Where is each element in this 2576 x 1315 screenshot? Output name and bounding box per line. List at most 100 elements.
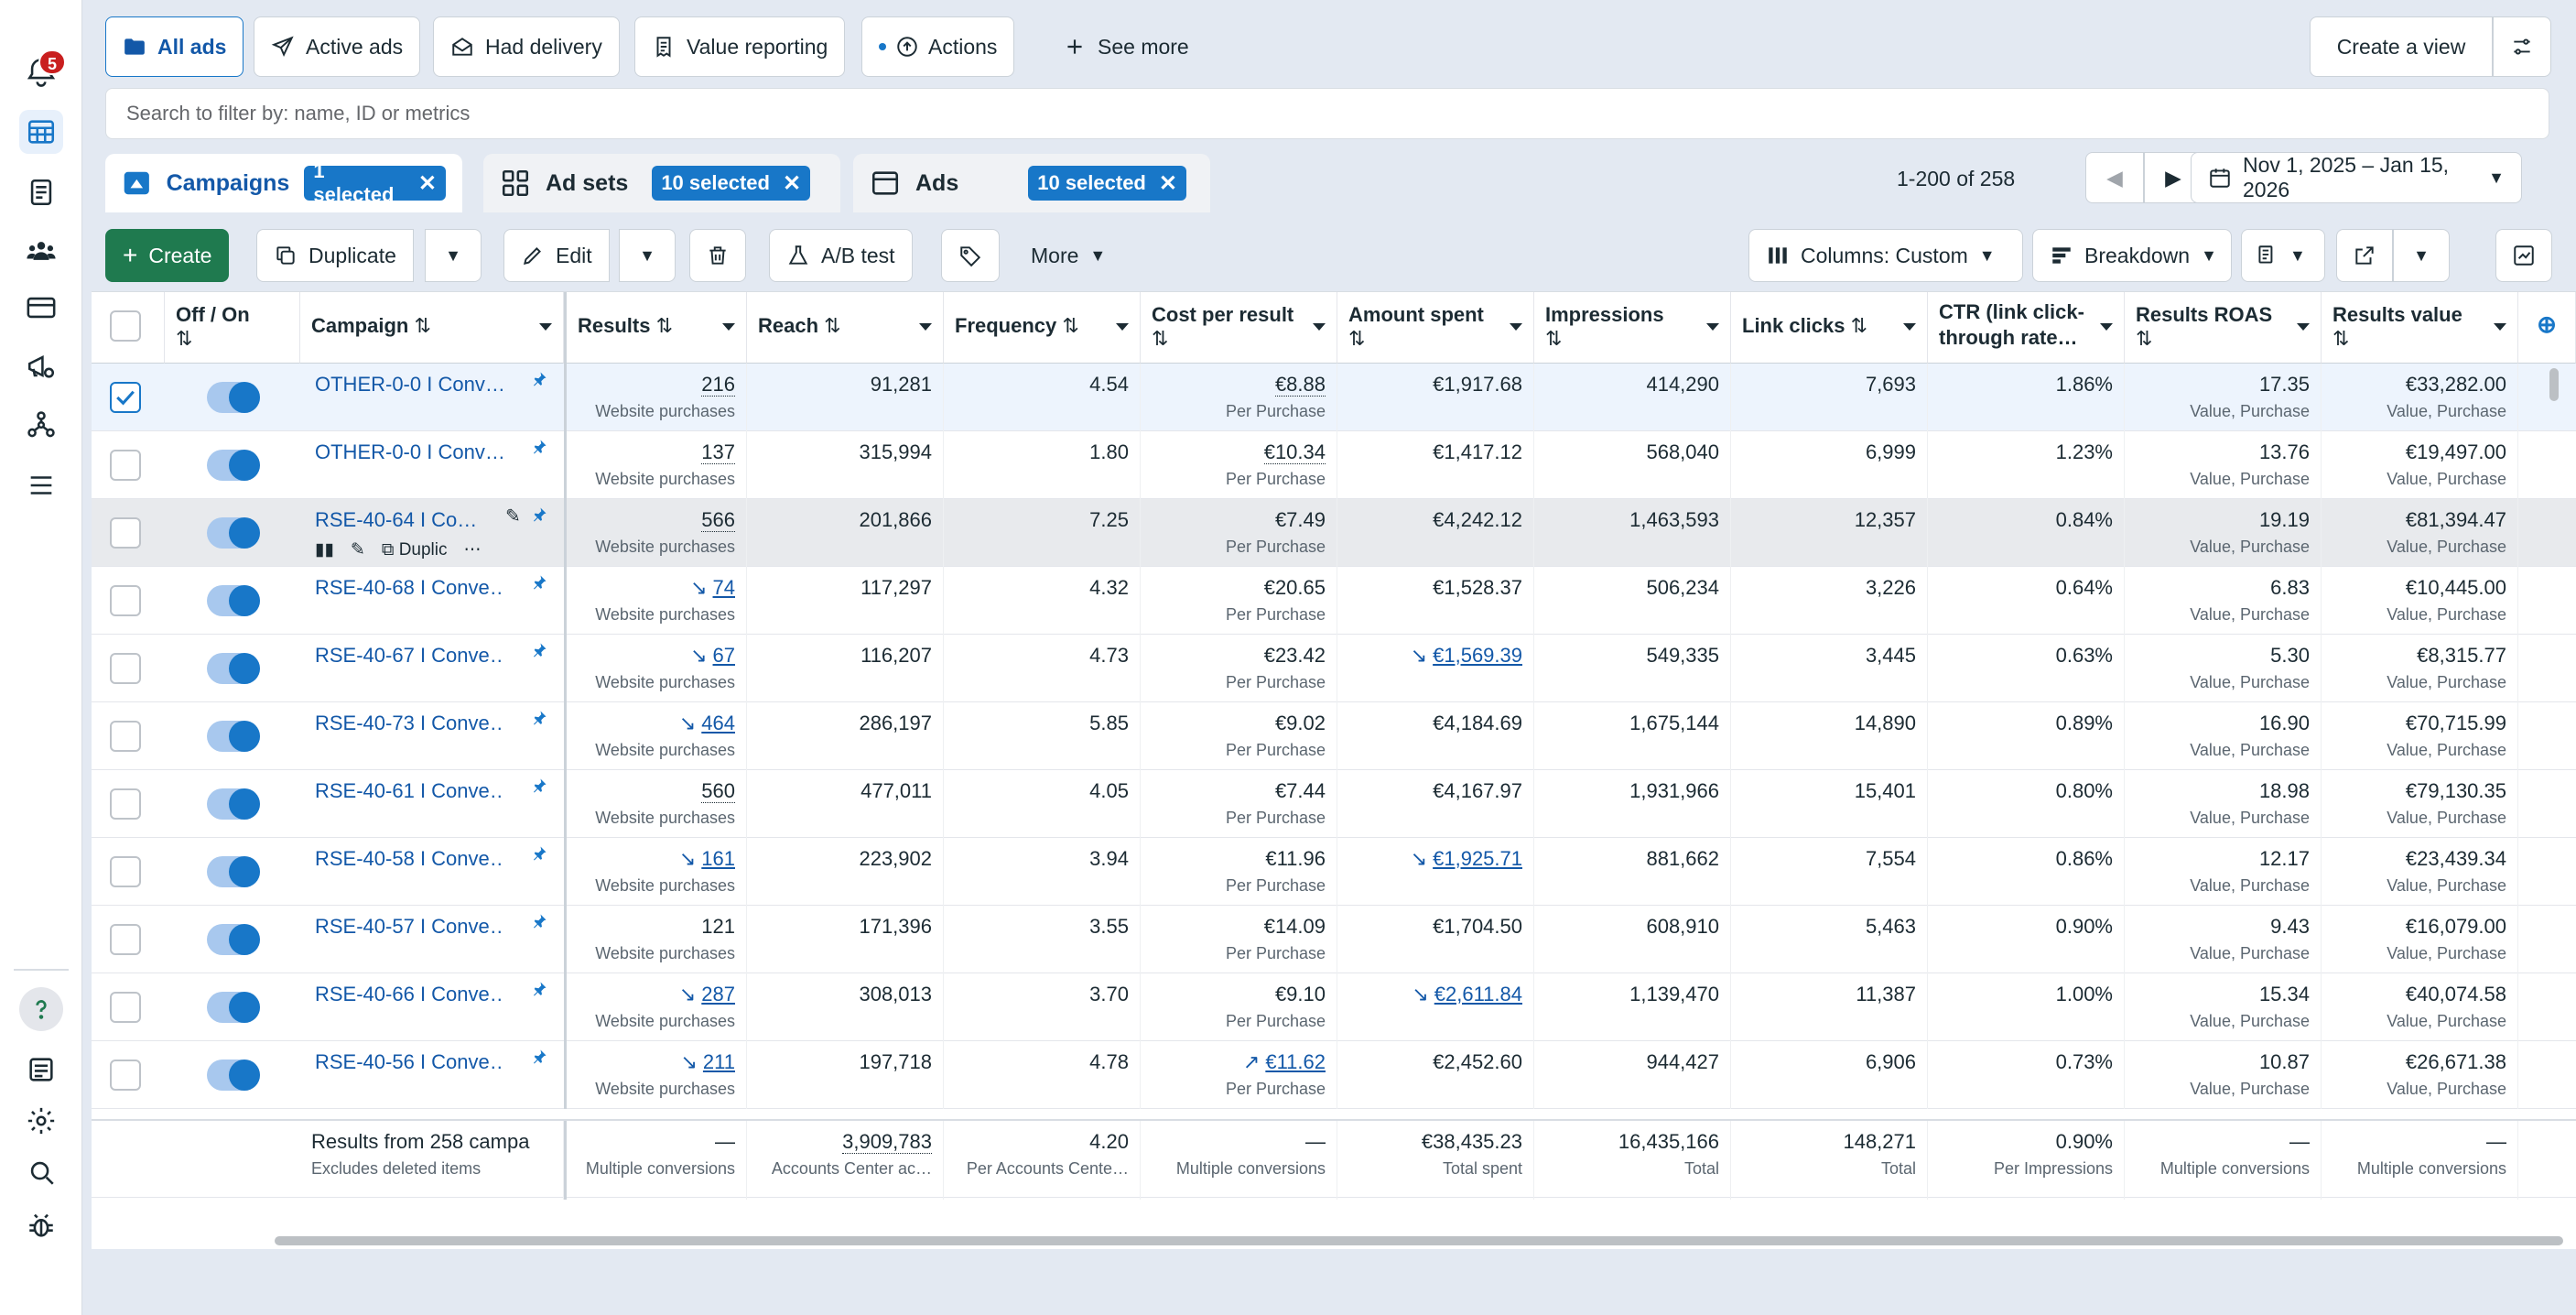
sort-icon[interactable]: ⇅ <box>2332 327 2350 350</box>
col-amount-spent[interactable]: Amount spent ⇅ <box>1337 292 1534 364</box>
column-menu-icon[interactable] <box>1510 323 1522 331</box>
clear-selection-icon[interactable]: ✕ <box>1158 170 1177 196</box>
ads-manager-table-icon[interactable] <box>19 110 63 154</box>
sort-icon[interactable]: ⇅ <box>1062 314 1079 337</box>
campaign-name-link[interactable]: OTHER-0-0 I Conv… <box>315 373 503 396</box>
audiences-icon[interactable] <box>19 229 63 273</box>
campaign-name-link[interactable]: RSE-40-67 I Conve… <box>315 644 503 667</box>
campaign-on-off-toggle[interactable] <box>207 585 260 616</box>
view-charts-icon[interactable]: ▮▮ <box>315 540 334 560</box>
horizontal-scrollbar[interactable] <box>275 1236 2563 1245</box>
tab-value-reporting[interactable]: Value reporting <box>634 16 846 77</box>
pin-icon[interactable] <box>531 979 547 996</box>
settings-gear-icon[interactable] <box>19 1099 63 1143</box>
campaign-on-off-toggle[interactable] <box>207 924 260 955</box>
see-more-button[interactable]: See more <box>1046 16 1206 77</box>
campaign-on-off-toggle[interactable] <box>207 721 260 752</box>
campaign-name-link[interactable]: OTHER-0-0 I Conv… <box>315 440 503 463</box>
view-settings-button[interactable] <box>2493 16 2551 77</box>
table-row[interactable]: RSE-40-67 I Conve… ↘ 67 Website purchases 11… <box>92 635 2576 702</box>
row-checkbox[interactable] <box>110 721 141 752</box>
campaign-name-link[interactable]: RSE-40-61 I Conve… <box>315 779 503 802</box>
delete-button[interactable] <box>689 229 746 282</box>
campaign-on-off-toggle[interactable] <box>207 653 260 684</box>
campaign-on-off-toggle[interactable] <box>207 450 260 481</box>
campaign-name-link[interactable]: RSE-40-64 I Co… <box>315 508 478 531</box>
row-checkbox[interactable] <box>110 585 141 616</box>
sort-icon[interactable]: ⇅ <box>414 314 431 337</box>
pin-icon[interactable] <box>531 505 547 522</box>
tab-actions[interactable]: Actions <box>861 16 1015 77</box>
col-campaign[interactable]: Campaign ⇅ <box>300 292 564 364</box>
edit-dropdown[interactable]: ▼ <box>619 229 676 282</box>
export-button[interactable] <box>2336 229 2393 282</box>
columns-button[interactable]: Columns: Custom ▼ <box>1748 229 2023 282</box>
sort-icon[interactable]: ⇅ <box>176 327 193 350</box>
row-duplicate-button[interactable]: ⧉ Duplic <box>381 539 448 560</box>
column-menu-icon[interactable] <box>539 323 552 331</box>
tag-button[interactable] <box>941 229 1000 282</box>
table-row[interactable]: RSE-40-68 I Conve… ↘ 74 Website purchases 11… <box>92 567 2576 635</box>
duplicate-dropdown[interactable]: ▼ <box>425 229 482 282</box>
sort-icon[interactable]: ⇅ <box>824 314 841 337</box>
tab-ads[interactable]: Ads 10 selected ✕ <box>853 154 1210 212</box>
column-menu-icon[interactable] <box>2100 323 2113 331</box>
sort-icon[interactable]: ⇅ <box>1545 327 1563 350</box>
reports-icon[interactable] <box>19 170 63 214</box>
cell-results-value[interactable]: 74 <box>712 576 735 599</box>
campaign-name-link[interactable]: RSE-40-66 I Conve… <box>315 983 503 1005</box>
col-ctr[interactable]: CTR (link click-through rate… <box>1928 292 2125 364</box>
clear-selection-icon[interactable]: ✕ <box>417 170 437 196</box>
pin-icon[interactable] <box>531 437 547 454</box>
pin-icon[interactable] <box>531 1047 547 1064</box>
sort-icon[interactable]: ⇅ <box>1348 327 1366 350</box>
vertical-scrollbar[interactable] <box>2549 368 2559 401</box>
date-range-picker[interactable]: Nov 1, 2025 – Jan 15, 2026 ▼ <box>2191 152 2522 203</box>
campaign-name-link[interactable]: RSE-40-57 I Conve… <box>315 915 503 938</box>
business-tools-icon[interactable] <box>19 403 63 447</box>
pin-icon[interactable] <box>531 776 547 793</box>
column-menu-icon[interactable] <box>1706 323 1719 331</box>
col-off-on[interactable]: Off / On ⇅ <box>165 292 300 364</box>
row-checkbox[interactable] <box>110 856 141 887</box>
pin-icon[interactable] <box>531 843 547 861</box>
row-checkbox[interactable] <box>110 924 141 955</box>
sort-icon[interactable]: ⇅ <box>1850 314 1868 337</box>
select-all-checkbox[interactable] <box>110 310 141 342</box>
col-results-roas[interactable]: Results ROAS ⇅ <box>2125 292 2322 364</box>
ab-test-button[interactable]: A/B test <box>769 229 913 282</box>
clear-selection-icon[interactable]: ✕ <box>782 170 802 196</box>
col-results[interactable]: Results ⇅ <box>564 292 747 364</box>
table-row[interactable]: RSE-40-73 I Conve… ↘ 464 Website purchases 2… <box>92 702 2576 770</box>
column-menu-icon[interactable] <box>1903 323 1916 331</box>
export-dropdown[interactable]: ▼ <box>2393 229 2450 282</box>
col-reach[interactable]: Reach ⇅ <box>747 292 944 364</box>
sort-icon[interactable]: ⇅ <box>655 314 674 337</box>
campaign-on-off-toggle[interactable] <box>207 856 260 887</box>
charts-toggle-button[interactable] <box>2495 229 2552 282</box>
row-checkbox[interactable] <box>110 653 141 684</box>
column-menu-icon[interactable] <box>722 323 735 331</box>
cell-results-value[interactable]: 161 <box>701 847 735 870</box>
col-cost-per-result[interactable]: Cost per result ⇅ <box>1141 292 1337 364</box>
menu-icon[interactable] <box>19 463 63 507</box>
row-checkbox[interactable] <box>110 1060 141 1091</box>
adsets-selected-pill[interactable]: 10 selected ✕ <box>652 166 811 201</box>
table-row[interactable]: RSE-40-56 I Conve… ↘ 211 Website purchases 1… <box>92 1041 2576 1109</box>
edit-icon[interactable]: ✎ <box>350 540 365 560</box>
edit-button[interactable]: Edit <box>503 229 610 282</box>
tab-all-ads[interactable]: All ads <box>105 16 244 77</box>
ads-selected-pill[interactable]: 10 selected ✕ <box>1028 166 1186 201</box>
more-options-icon[interactable]: ⋯ <box>463 540 482 560</box>
duplicate-button[interactable]: Duplicate <box>256 229 414 282</box>
add-column-icon[interactable]: ⊕ <box>2518 292 2576 364</box>
search-input[interactable]: Search to filter by: name, ID or metrics <box>105 88 2549 139</box>
pin-icon[interactable] <box>531 369 547 386</box>
breakdown-button[interactable]: Breakdown ▼ <box>2032 229 2232 282</box>
cell-results-value[interactable]: 464 <box>701 712 735 734</box>
table-row[interactable]: OTHER-0-0 I Conv… 216 Website purchases 91,… <box>92 364 2576 431</box>
billing-card-icon[interactable] <box>19 286 63 330</box>
tab-campaigns[interactable]: Campaigns 1 selected ✕ <box>105 154 462 212</box>
campaign-name-link[interactable]: RSE-40-68 I Conve… <box>315 576 503 599</box>
row-checkbox[interactable] <box>110 450 141 481</box>
